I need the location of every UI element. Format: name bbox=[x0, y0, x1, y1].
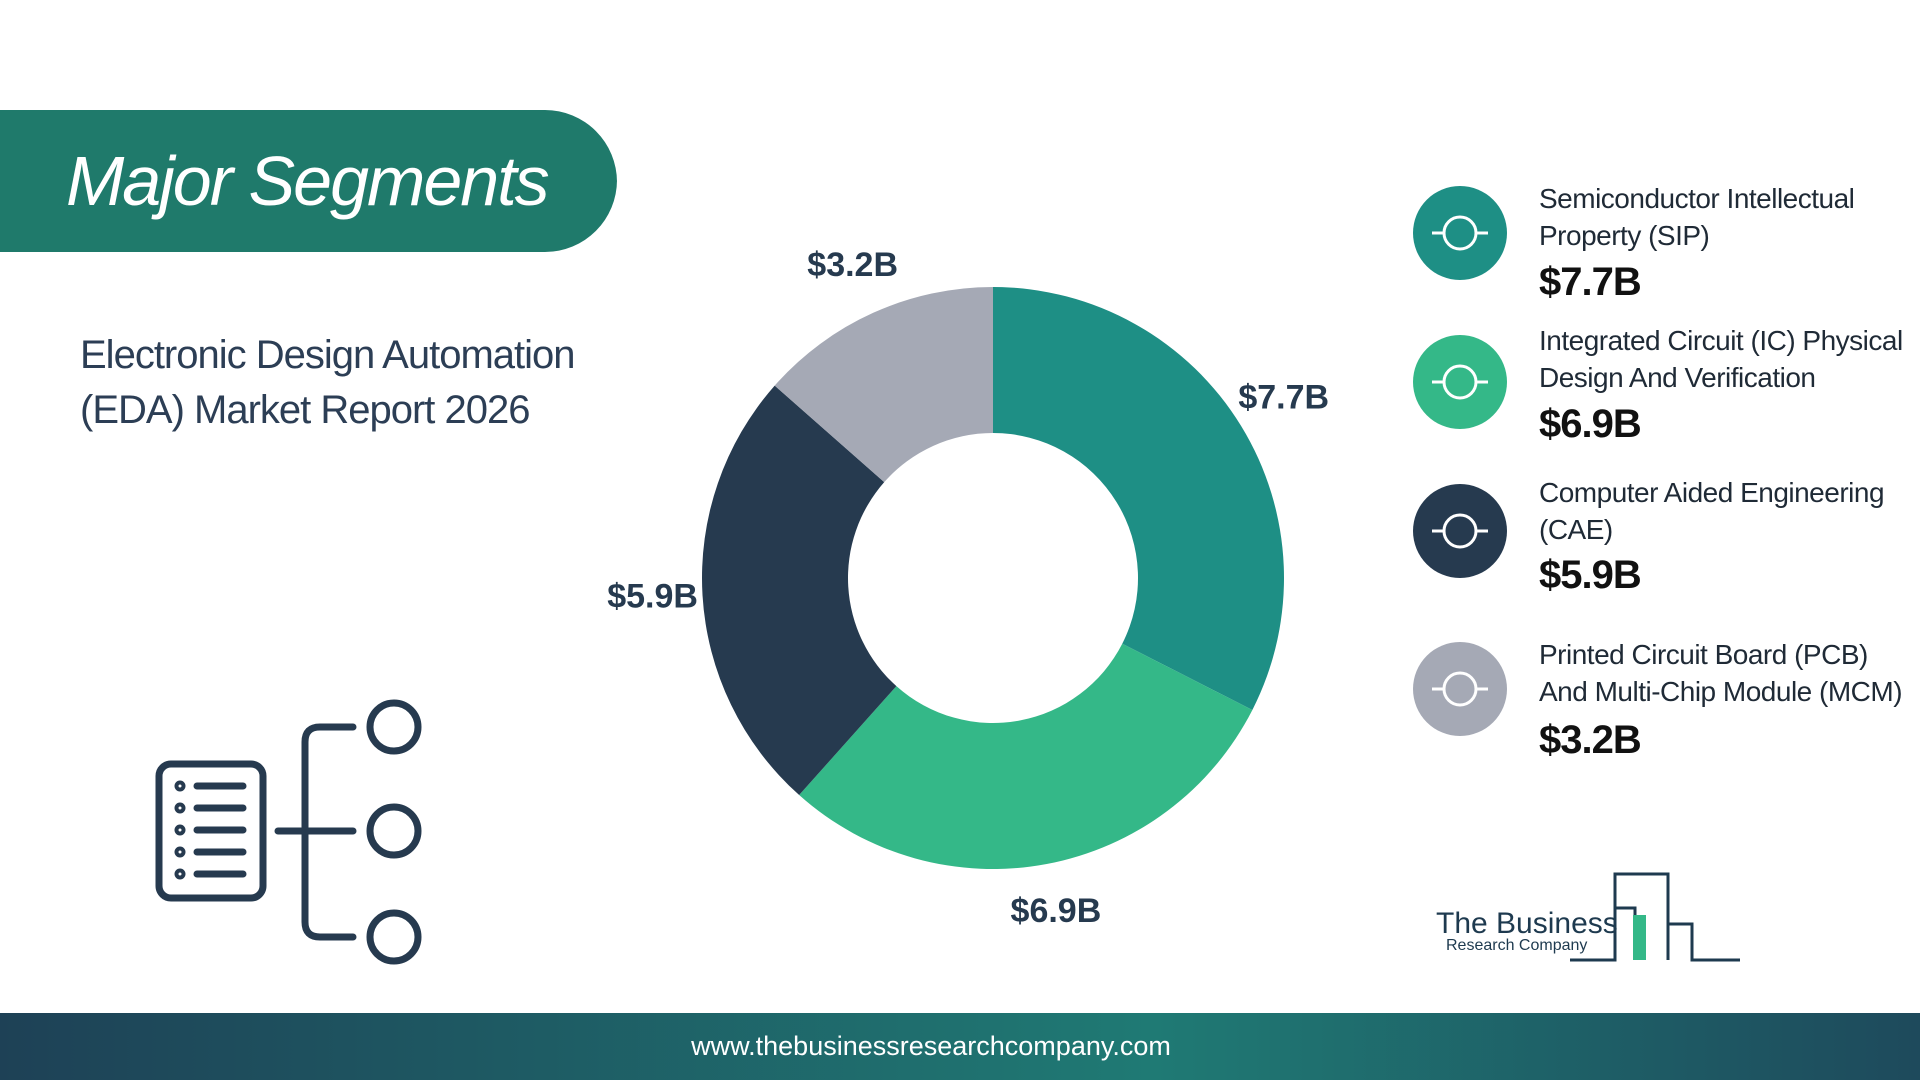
legend-icon bbox=[1413, 642, 1507, 736]
footer-url: www.thebusinessresearchcompany.com bbox=[691, 1031, 1171, 1061]
legend-icon-circle bbox=[1413, 642, 1507, 736]
legend-value: $5.9B bbox=[1539, 553, 1642, 597]
footer-bar bbox=[0, 1013, 1920, 1080]
segments-icon bbox=[155, 699, 422, 965]
legend-icon bbox=[1413, 335, 1507, 429]
donut-slice bbox=[701, 385, 897, 796]
donut-slice bbox=[993, 287, 1284, 710]
data-label: $3.2B bbox=[807, 246, 898, 284]
legend-icon-circle bbox=[1413, 484, 1507, 578]
legend-icon-circle bbox=[1413, 186, 1507, 280]
chart-title: Major Segments bbox=[66, 142, 550, 220]
logo-line2: Research Company bbox=[1446, 937, 1587, 954]
logo-graphic bbox=[1570, 872, 1740, 962]
legend-value: $6.9B bbox=[1539, 402, 1642, 446]
legend-icon-circle bbox=[1413, 335, 1507, 429]
logo-line1: The Business bbox=[1436, 907, 1618, 940]
legend-icon bbox=[1413, 186, 1507, 280]
chart-subtitle: Electronic Design Automation (EDA) Marke… bbox=[80, 333, 576, 432]
legend-value: $3.2B bbox=[1539, 718, 1642, 762]
legend-label: Integrated Circuit (IC) Physical Design … bbox=[1539, 325, 1903, 393]
legend-value: $7.7B bbox=[1539, 260, 1642, 304]
data-label: $6.9B bbox=[1011, 892, 1102, 930]
legend-icon bbox=[1413, 484, 1507, 578]
legend-label: Computer Aided Engineering (CAE) bbox=[1539, 477, 1885, 545]
legend-label: Semiconductor Intellectual Property (SIP… bbox=[1539, 183, 1855, 251]
legend-label: Printed Circuit Board (PCB) And Multi-Ch… bbox=[1539, 639, 1903, 707]
data-label: $7.7B bbox=[1238, 379, 1329, 417]
title-banner bbox=[0, 110, 617, 252]
data-label: $5.9B bbox=[607, 577, 698, 615]
donut-slice bbox=[799, 643, 1253, 869]
donut-slice bbox=[774, 287, 993, 483]
